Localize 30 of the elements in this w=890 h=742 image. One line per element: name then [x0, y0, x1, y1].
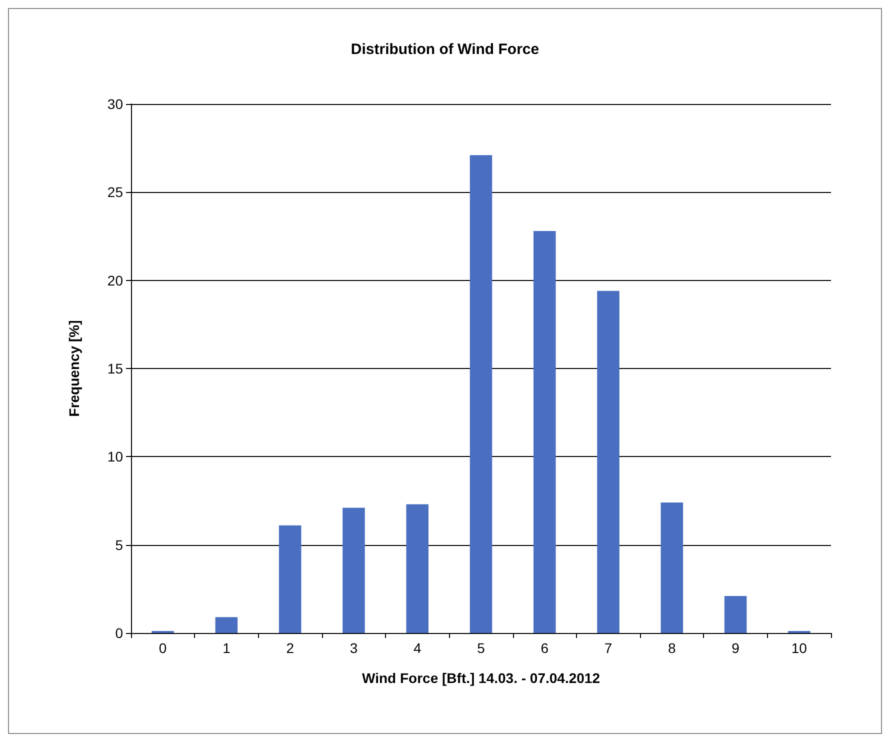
x-tick-label: 9	[732, 640, 740, 656]
x-axis-title: Wind Force [Bft.] 14.03. - 07.04.2012	[362, 670, 600, 686]
y-tick-label: 10	[107, 448, 124, 465]
bar	[215, 617, 238, 633]
y-tick-label: 20	[107, 272, 124, 288]
bar	[597, 290, 620, 633]
bar	[342, 508, 365, 633]
x-tick-label: 4	[413, 640, 422, 656]
x-tick-label: 3	[350, 640, 358, 656]
bar	[406, 504, 428, 633]
x-tick-label: 5	[477, 640, 486, 656]
y-tick-label: 25	[107, 184, 124, 200]
y-axis-title: Frequency [%]	[66, 320, 82, 417]
bar	[470, 155, 492, 633]
bar	[724, 596, 747, 633]
y-tick-label: 0	[115, 625, 124, 641]
x-tick-label: 0	[158, 640, 167, 656]
y-tick-label: 15	[107, 360, 124, 376]
y-tick-label: 5	[115, 536, 124, 553]
x-tick-label: 6	[540, 640, 549, 656]
chart-title: Distribution of Wind Force	[350, 41, 540, 58]
x-tick-label: 1	[222, 640, 231, 656]
x-tick-label: 8	[668, 640, 676, 656]
x-tick-label: 7	[604, 640, 612, 656]
bar	[660, 502, 684, 633]
bar	[278, 525, 302, 633]
y-tick-label: 30	[107, 96, 124, 112]
x-tick-label: 10	[791, 640, 808, 656]
bar	[534, 230, 556, 633]
x-tick-label: 2	[286, 640, 294, 656]
